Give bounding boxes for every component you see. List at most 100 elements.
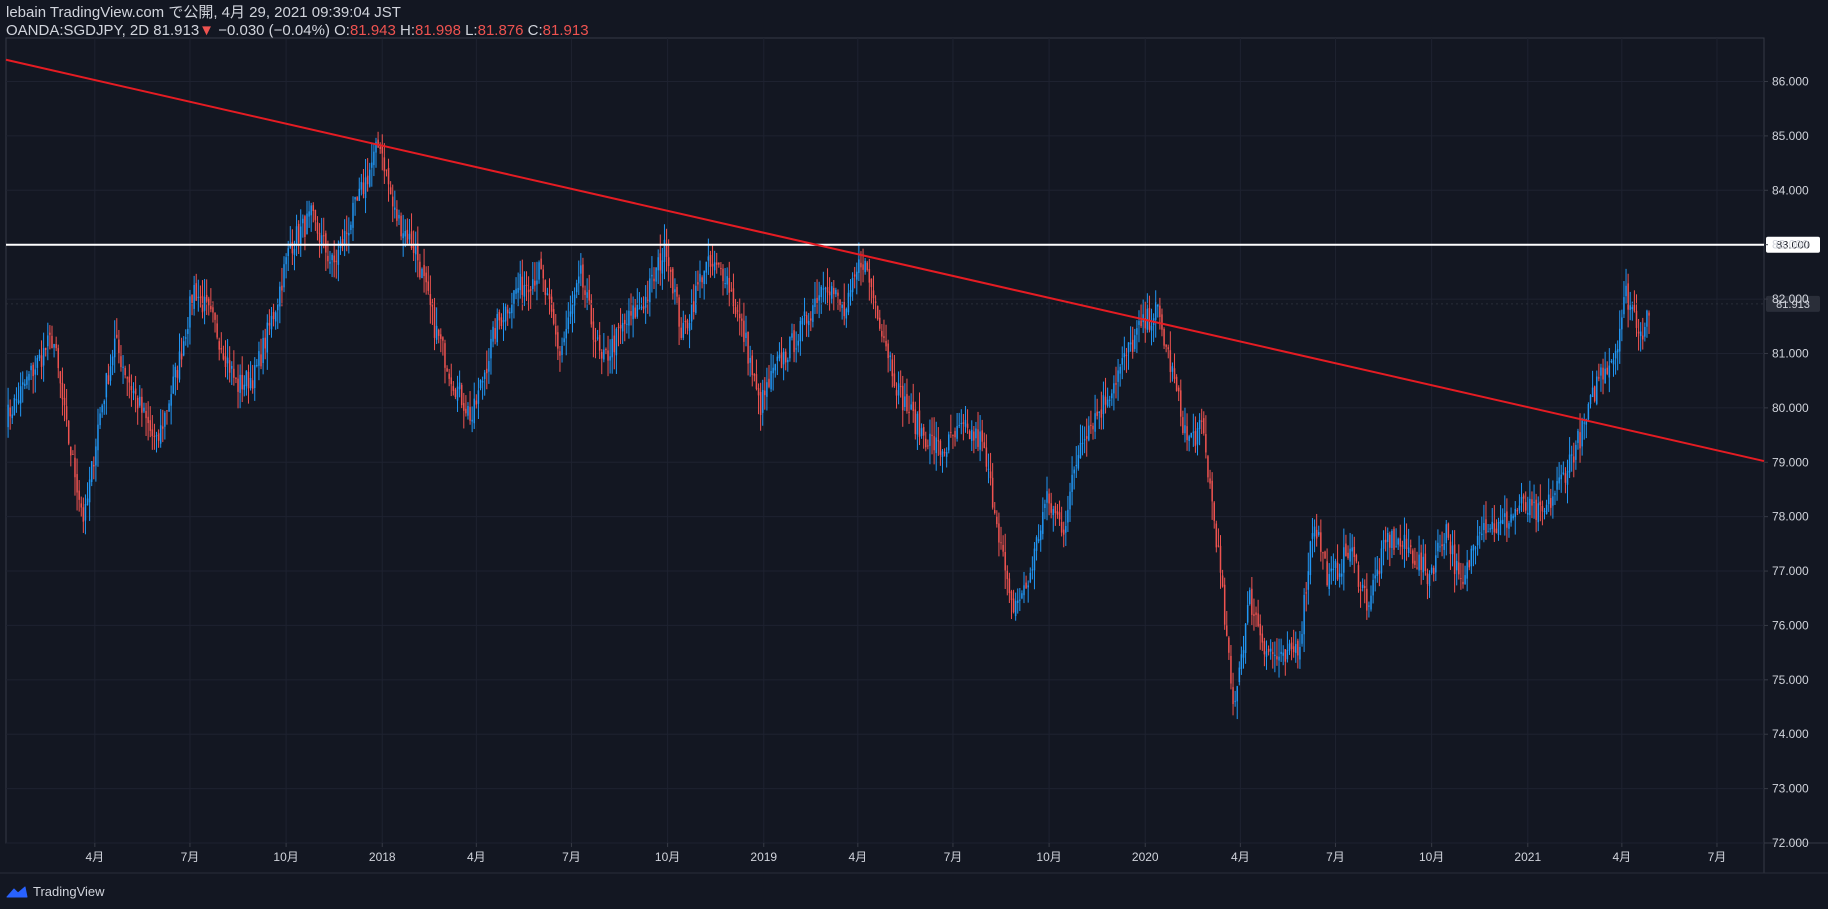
- tradingview-branding[interactable]: TradingView: [6, 884, 105, 899]
- candle-down: [1550, 498, 1552, 508]
- candle-down: [985, 447, 988, 467]
- candle-down: [32, 364, 34, 377]
- candle-down: [149, 420, 151, 431]
- candle-down: [989, 471, 992, 479]
- candle-up: [1146, 308, 1149, 330]
- candle-down: [1140, 320, 1142, 327]
- candle-down: [446, 368, 448, 372]
- candle-up: [488, 361, 490, 372]
- candle-up: [348, 233, 350, 236]
- candle-up: [42, 348, 45, 366]
- candle-down: [1125, 354, 1128, 356]
- candle-down: [1416, 567, 1418, 569]
- candle-down: [237, 378, 239, 392]
- candle-up: [1466, 562, 1468, 579]
- candle-down: [391, 196, 394, 207]
- candle-up: [705, 261, 708, 273]
- candle-down: [1524, 502, 1527, 511]
- candle-up: [99, 413, 101, 426]
- candle-down: [498, 312, 501, 321]
- candle-down: [816, 297, 818, 305]
- candle-down: [1493, 523, 1496, 533]
- candle-up: [1031, 569, 1034, 571]
- candle-down: [212, 307, 214, 313]
- candle-up: [101, 405, 103, 413]
- candle-up: [414, 246, 417, 255]
- chart-drawings: 83.000 81.913: [5, 58, 1820, 463]
- candle-up: [1343, 547, 1345, 573]
- candle-up: [561, 345, 563, 355]
- candle-down: [1186, 426, 1188, 441]
- candle-up: [143, 407, 145, 412]
- candle-up: [1428, 574, 1431, 586]
- close-label: C:: [527, 22, 543, 39]
- candle-down: [425, 272, 427, 283]
- candle-up: [276, 304, 279, 311]
- candle-down: [680, 327, 682, 339]
- candle-up: [824, 288, 827, 290]
- candle-down: [1194, 430, 1197, 446]
- candle-up: [287, 248, 289, 257]
- candle-down: [1432, 567, 1435, 574]
- candle-up: [47, 335, 49, 347]
- candle-up: [295, 226, 298, 245]
- candle-up: [1380, 548, 1383, 574]
- candle-up: [1478, 532, 1481, 534]
- price-tick-label: 73.000: [1772, 782, 1809, 796]
- candle-down: [147, 416, 149, 424]
- candle-up: [109, 366, 112, 381]
- candle-down: [853, 274, 856, 277]
- candle-down: [837, 292, 839, 296]
- candle-up: [847, 292, 850, 313]
- candle-up: [920, 428, 923, 436]
- candle-up: [1021, 593, 1023, 599]
- candle-up: [1629, 305, 1631, 310]
- candle-up: [795, 348, 797, 350]
- candle-up: [113, 338, 116, 358]
- candle-down: [1062, 529, 1065, 535]
- time-tick-label: 10月: [273, 850, 298, 864]
- candle-down: [486, 368, 488, 374]
- candle-up: [1604, 368, 1606, 384]
- candle-up: [293, 248, 296, 255]
- candle-up: [651, 274, 653, 277]
- candle-up: [283, 264, 285, 288]
- candle-up: [615, 328, 618, 356]
- candle-up: [1067, 509, 1069, 523]
- candle-up: [1127, 342, 1130, 353]
- time-tick-label: 4月: [848, 850, 867, 864]
- candle-down: [1215, 523, 1218, 548]
- high-value: 81.998: [415, 22, 461, 39]
- candle-down: [1221, 575, 1224, 587]
- candle-up: [774, 364, 777, 371]
- candle-down: [210, 306, 212, 310]
- candle-up: [504, 306, 507, 322]
- candle-up: [1481, 533, 1483, 535]
- candle-down: [977, 429, 979, 447]
- candle-down: [1468, 560, 1471, 568]
- candle-down: [1115, 383, 1117, 385]
- candle-up: [703, 270, 705, 284]
- candle-down: [218, 341, 220, 350]
- candle-down: [833, 287, 835, 295]
- candle-down: [747, 331, 749, 364]
- candle-up: [1470, 548, 1473, 567]
- candle-down: [1163, 328, 1165, 346]
- candle-up: [1019, 599, 1021, 601]
- time-tick-label: 2019: [750, 850, 777, 864]
- candle-up: [517, 287, 519, 293]
- candle-up: [1033, 548, 1036, 571]
- price-tick-label: 74.000: [1772, 727, 1809, 741]
- candle-up: [745, 332, 747, 339]
- candle-up: [245, 370, 248, 387]
- candle-down: [1092, 425, 1094, 430]
- candle-up: [1518, 505, 1521, 511]
- candle-up: [532, 279, 534, 290]
- candle-up: [1075, 464, 1078, 467]
- candle-down: [1393, 528, 1395, 550]
- candle-down: [1602, 367, 1604, 380]
- candle-down: [450, 377, 452, 385]
- candle-down: [1598, 377, 1600, 379]
- last-price-tag: [1766, 295, 1820, 312]
